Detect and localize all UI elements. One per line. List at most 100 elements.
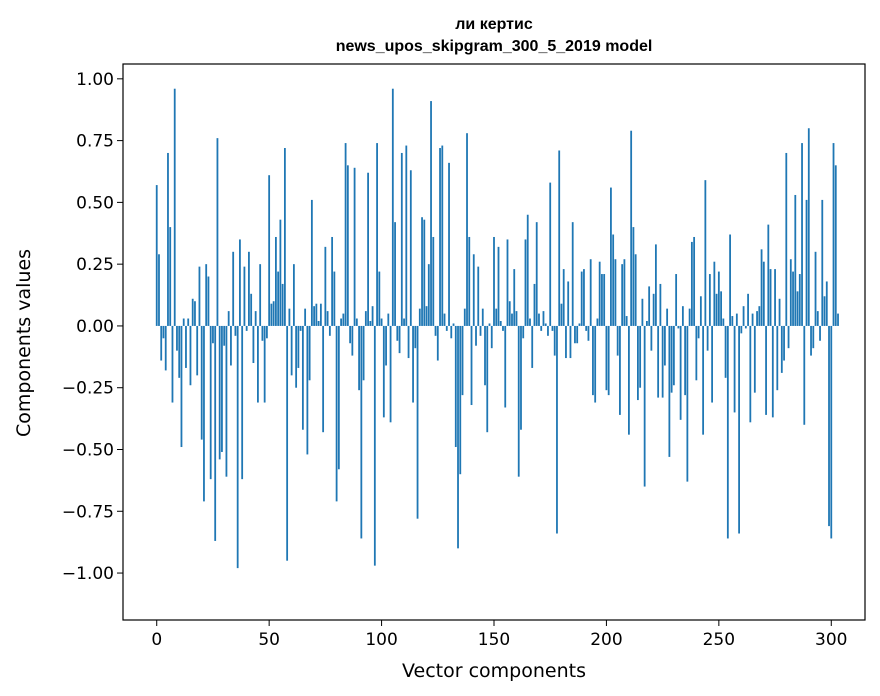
bar (322, 325, 325, 433)
bar (189, 325, 192, 386)
bar (722, 318, 725, 326)
bar (445, 325, 448, 331)
bars-group (155, 88, 839, 569)
bar (367, 172, 369, 326)
bar (277, 271, 280, 326)
bar (178, 325, 181, 378)
bar (452, 323, 455, 326)
bar (810, 325, 812, 356)
bar (225, 325, 228, 477)
bar (708, 274, 711, 326)
bar (619, 325, 621, 415)
bar (749, 325, 752, 423)
bar (169, 227, 172, 326)
bar (194, 301, 196, 326)
bar (212, 325, 214, 344)
bar (248, 251, 250, 326)
bar (279, 219, 282, 326)
bar (762, 261, 765, 326)
bar (328, 325, 331, 336)
bar (216, 138, 219, 326)
bar (198, 266, 201, 326)
bar (223, 325, 226, 346)
bar (362, 325, 365, 381)
bar (376, 143, 378, 326)
bar (182, 318, 185, 326)
bar (789, 259, 792, 326)
bar (259, 264, 262, 326)
bar (412, 325, 414, 403)
bar (632, 227, 635, 326)
bar (472, 254, 475, 326)
bar (742, 306, 745, 326)
bar (558, 150, 561, 326)
bar (567, 281, 570, 326)
bar (706, 325, 709, 351)
bar (780, 325, 783, 373)
bar (681, 306, 684, 326)
bar (666, 308, 669, 326)
bar (603, 274, 606, 326)
bar (351, 325, 354, 356)
y-axis-label: Components values (13, 249, 35, 437)
bar (162, 325, 165, 339)
bar (218, 325, 221, 460)
bar (578, 323, 581, 326)
bar (418, 308, 421, 326)
bar (520, 325, 522, 430)
bar (409, 170, 412, 326)
bar (814, 251, 817, 326)
bar (511, 313, 513, 326)
bar (560, 303, 563, 326)
bar (688, 308, 691, 326)
bar (547, 325, 549, 336)
bar (641, 298, 644, 326)
bar (207, 276, 210, 326)
bar (601, 274, 603, 326)
bar (711, 325, 713, 403)
bar (495, 308, 498, 326)
y-tick-label: 0.00 (76, 317, 114, 337)
bar (715, 293, 718, 326)
bar (659, 283, 662, 326)
bar (286, 325, 289, 561)
bar (416, 325, 419, 519)
bar (524, 239, 527, 326)
bar (628, 325, 630, 435)
bar (477, 266, 480, 326)
bar (421, 217, 423, 326)
bar (448, 162, 450, 326)
plot-area-frame (122, 63, 866, 621)
bar (250, 293, 253, 326)
bar (243, 266, 246, 326)
bar (616, 325, 619, 356)
bar (702, 325, 705, 435)
bar (340, 318, 342, 326)
bar (526, 214, 529, 326)
bar (508, 301, 511, 326)
bar (637, 325, 639, 401)
bar (533, 283, 536, 326)
bar (542, 311, 545, 326)
bar (738, 325, 740, 534)
bar (504, 325, 507, 408)
bar (234, 325, 237, 336)
y-tick-label: −0.25 (62, 379, 114, 399)
bar (571, 222, 574, 326)
bar (807, 128, 810, 326)
bar (565, 325, 567, 359)
bar (185, 325, 187, 368)
bar (502, 325, 504, 331)
bar (544, 323, 547, 326)
bar (484, 325, 486, 386)
bar (241, 325, 244, 480)
bar (463, 308, 466, 326)
bar (355, 318, 358, 326)
bar (798, 274, 801, 326)
bar (704, 180, 707, 326)
bar (830, 325, 833, 539)
bar (672, 325, 675, 386)
bar (346, 165, 349, 326)
bar (758, 306, 761, 326)
bar (569, 325, 572, 359)
